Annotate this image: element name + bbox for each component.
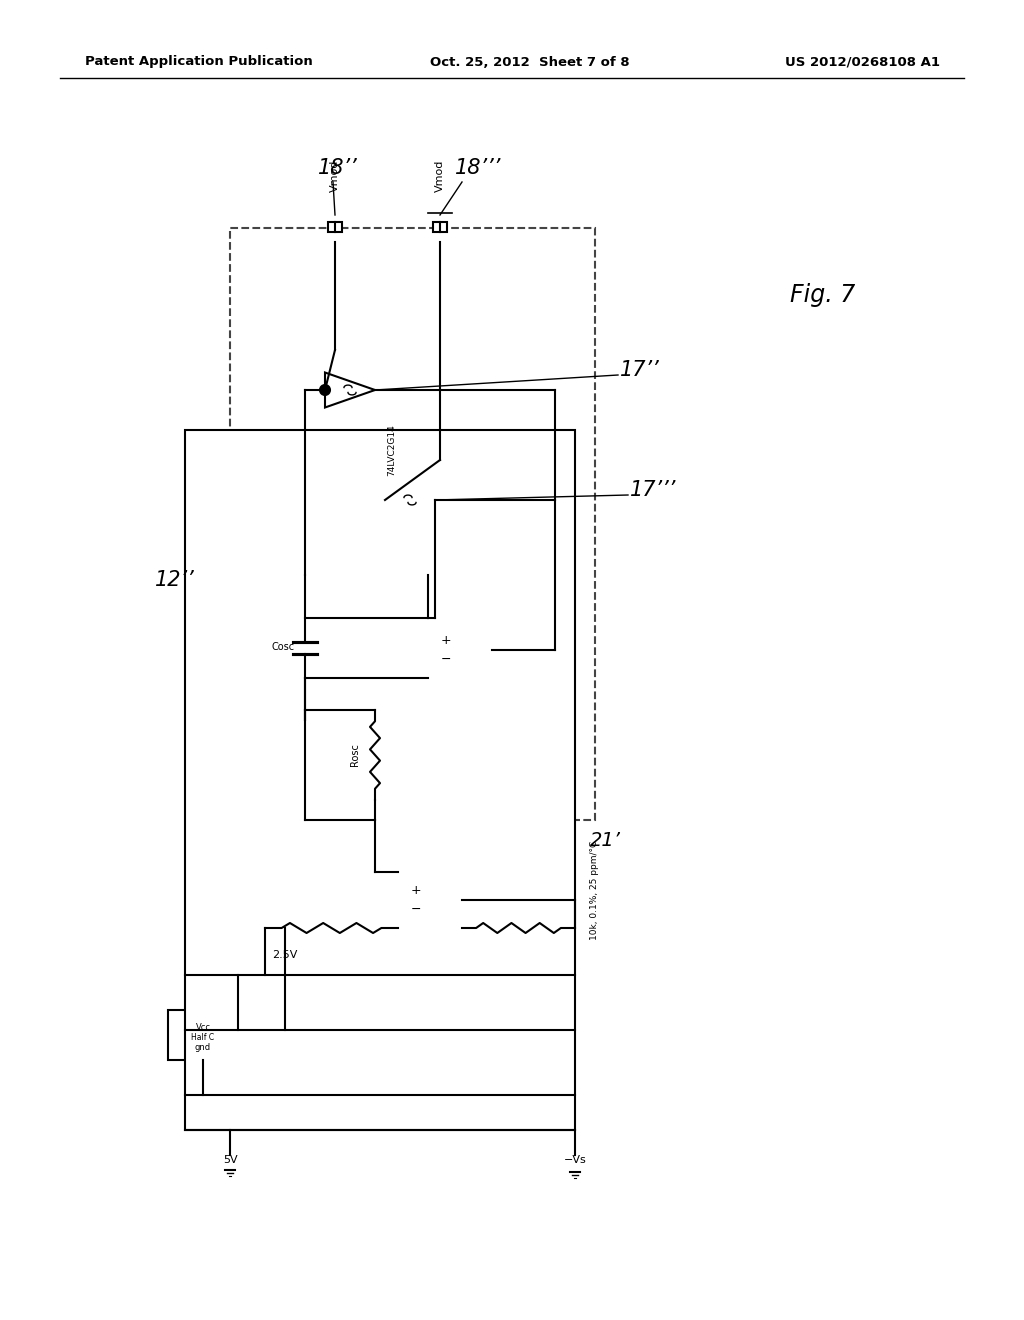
Text: −Vs: −Vs	[563, 1155, 587, 1166]
Text: 21’: 21’	[590, 830, 621, 850]
Text: Oct. 25, 2012  Sheet 7 of 8: Oct. 25, 2012 Sheet 7 of 8	[430, 55, 630, 69]
Text: 17’’: 17’’	[620, 360, 659, 380]
Text: Fig. 7: Fig. 7	[790, 282, 855, 308]
Text: +: +	[411, 884, 421, 896]
Text: Cosc: Cosc	[271, 643, 295, 652]
Text: −: −	[411, 903, 421, 916]
Polygon shape	[398, 874, 462, 925]
Text: 12’’: 12’’	[155, 570, 195, 590]
Text: 5V: 5V	[222, 1155, 238, 1166]
Bar	[433, 222, 447, 232]
Bar	[255, 935, 315, 975]
Text: Vcc: Vcc	[196, 1023, 211, 1032]
Text: Rosc: Rosc	[350, 743, 360, 767]
Text: gnd: gnd	[195, 1044, 211, 1052]
Text: 74LVC2G14: 74LVC2G14	[387, 424, 396, 477]
Text: 10k, 0.1%, 25 ppm/°C: 10k, 0.1%, 25 ppm/°C	[590, 841, 599, 940]
Bar	[168, 1010, 238, 1060]
Bar	[185, 430, 575, 1130]
Text: Patent Application Publication: Patent Application Publication	[85, 55, 312, 69]
Polygon shape	[385, 483, 435, 517]
Text: 18’’’: 18’’’	[455, 158, 502, 178]
Bar	[230, 228, 595, 820]
Text: 2.5V: 2.5V	[272, 950, 298, 960]
Text: −: −	[440, 653, 451, 667]
Text: Vmod: Vmod	[330, 160, 340, 191]
Text: US 2012/0268108 A1: US 2012/0268108 A1	[785, 55, 940, 69]
Text: 18’’: 18’’	[318, 158, 357, 178]
Text: 17’’’: 17’’’	[630, 480, 677, 500]
Bar	[328, 222, 342, 232]
Polygon shape	[428, 624, 492, 676]
Circle shape	[319, 385, 330, 395]
Text: Vmod: Vmod	[435, 160, 445, 191]
Circle shape	[380, 495, 390, 506]
Text: Half C: Half C	[191, 1034, 215, 1043]
Polygon shape	[325, 372, 375, 408]
Text: +: +	[440, 634, 451, 647]
